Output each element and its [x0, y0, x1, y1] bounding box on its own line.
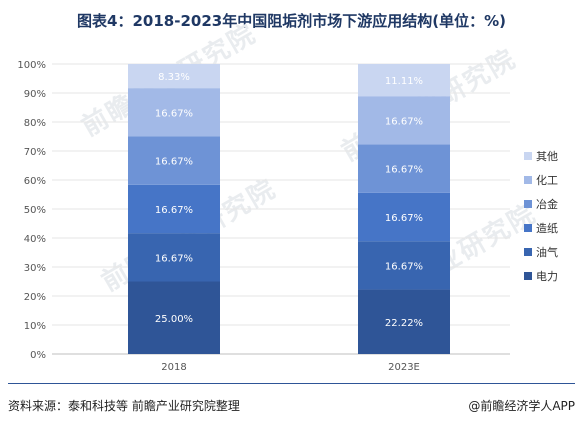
x-tick-label: 2023E	[388, 362, 420, 373]
footer-divider	[8, 383, 575, 384]
data-label: 16.67%	[155, 108, 193, 119]
y-tick-label: 20%	[24, 292, 46, 303]
bar-segment-化工	[358, 96, 450, 145]
brand-credit: @前瞻经济学人APP	[468, 399, 575, 413]
bar-segment-电力	[358, 289, 450, 354]
y-tick-label: 0%	[30, 350, 46, 361]
data-label: 16.67%	[155, 157, 193, 168]
bar-segment-冶金	[358, 144, 450, 193]
legend-swatch	[524, 152, 532, 160]
data-label: 16.67%	[385, 165, 423, 176]
legend-swatch	[524, 272, 532, 280]
bar-segment-其他	[128, 63, 220, 89]
y-tick-label: 60%	[24, 176, 46, 187]
data-label: 16.67%	[385, 213, 423, 224]
bar-segment-造纸	[358, 192, 450, 242]
legend-label: 化工	[536, 173, 558, 187]
legend-swatch	[524, 224, 532, 232]
chart-title: 图表4：2018-2023年中国阻垢剂市场下游应用结构(单位：%)	[77, 12, 506, 30]
data-label: 16.67%	[385, 261, 423, 272]
legend-label: 造纸	[536, 221, 558, 235]
legend-label: 其他	[536, 150, 558, 163]
data-label: 16.67%	[385, 116, 423, 127]
data-label: 22.22%	[385, 318, 423, 329]
y-tick-label: 10%	[24, 321, 46, 332]
legend-swatch	[524, 200, 532, 208]
data-label: 16.67%	[155, 253, 193, 264]
bar-segment-冶金	[128, 136, 220, 185]
legend-label: 冶金	[536, 197, 558, 211]
y-tick-label: 40%	[24, 234, 46, 245]
legend-swatch	[524, 248, 532, 256]
data-label: 11.11%	[385, 76, 423, 87]
bar-segment-化工	[128, 88, 220, 137]
bar-segment-电力	[128, 281, 220, 354]
data-label: 16.67%	[155, 205, 193, 216]
y-tick-label: 100%	[17, 60, 46, 71]
bar-segment-油气	[128, 233, 220, 282]
data-label: 8.33%	[158, 72, 190, 83]
bar-segment-油气	[358, 241, 450, 290]
source-note: 资料来源：泰和科技等 前瞻产业研究院整理	[8, 399, 240, 413]
y-tick-label: 80%	[24, 118, 46, 129]
y-tick-label: 30%	[24, 263, 46, 274]
legend-label: 电力	[536, 270, 558, 283]
x-tick-label: 2018	[161, 362, 186, 373]
legend-label: 油气	[536, 245, 558, 259]
y-tick-label: 50%	[24, 205, 46, 216]
bar-segment-造纸	[128, 184, 220, 234]
y-tick-label: 90%	[24, 89, 46, 100]
y-tick-label: 70%	[24, 147, 46, 158]
legend-swatch	[524, 176, 532, 184]
data-label: 25.00%	[155, 314, 193, 325]
bar-segment-其他	[358, 63, 450, 97]
